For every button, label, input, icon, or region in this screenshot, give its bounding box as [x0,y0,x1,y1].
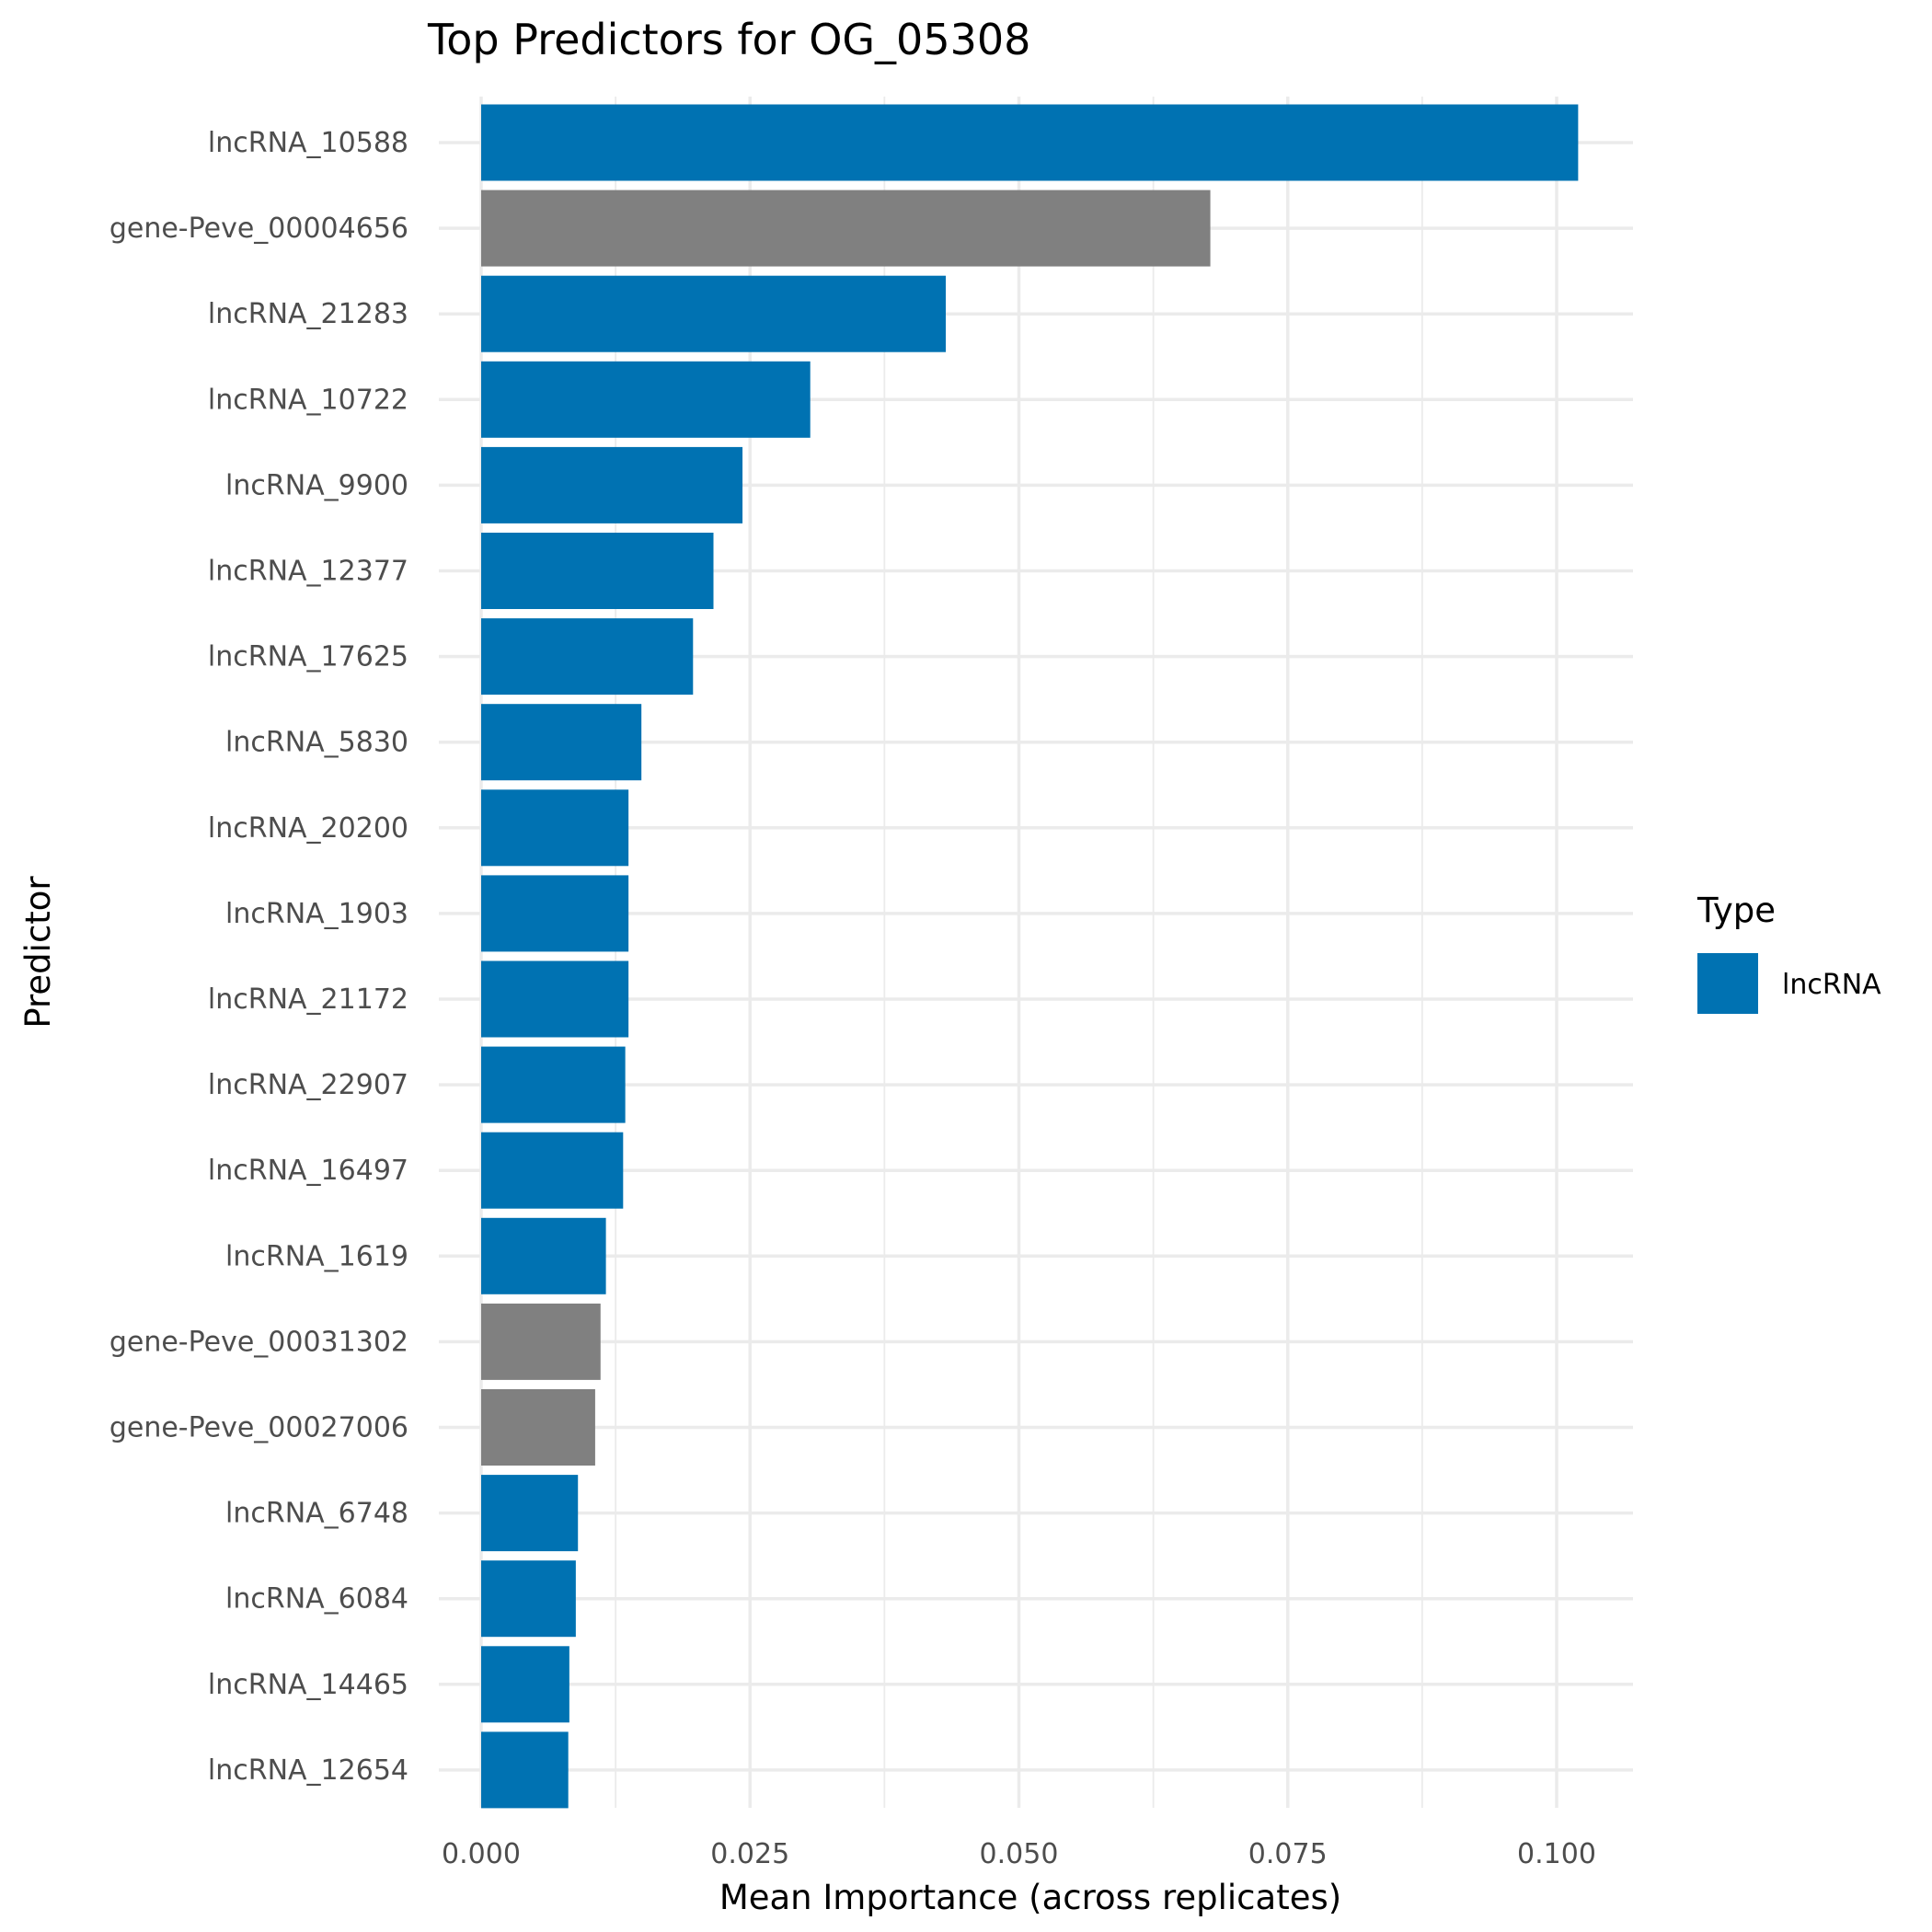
x-tick-label: 0.025 [710,1838,789,1870]
y-tick-label: gene-Peve_00027006 [109,1412,408,1444]
y-tick-label: lncRNA_1619 [225,1240,408,1272]
bar-lncRNA_20200 [481,789,629,867]
y-tick-label: lncRNA_14465 [208,1669,408,1701]
bar-gene-Peve_00031302 [481,1303,601,1380]
bar-lncRNA_21283 [481,275,947,352]
y-tick-label: lncRNA_9900 [225,469,408,501]
y-tick-label: lncRNA_17625 [208,641,408,673]
bar-lncRNA_6748 [481,1475,579,1552]
y-tick-label: lncRNA_10722 [208,384,408,416]
y-tick-label: gene-Peve_00004656 [109,213,408,245]
legend: Type lncRNA [1696,891,1881,1014]
y-tick-label: lncRNA_22907 [208,1069,408,1101]
bar-lncRNA_12654 [481,1731,569,1809]
y-tick-label: lncRNA_5830 [225,727,408,759]
bar-lncRNA_14465 [481,1646,569,1723]
bar-lncRNA_10588 [481,104,1579,181]
bar-lncRNA_17625 [481,618,694,696]
bar-lncRNA_12377 [481,533,714,609]
bar-lncRNA_16497 [481,1132,624,1209]
bar-lncRNA_6084 [481,1560,576,1638]
y-tick-label: lncRNA_16497 [208,1155,408,1187]
y-tick-label: lncRNA_6748 [225,1498,408,1530]
y-tick-labels: lncRNA_10588 gene-Peve_00004656 lncRNA_212… [109,127,408,1787]
legend-title: Type [1696,891,1776,930]
chart-title: Top Predictors for OG_05308 [427,15,1030,64]
bar-lncRNA_1903 [481,875,629,952]
x-tick-label: 0.000 [442,1838,521,1870]
y-tick-label: lncRNA_21283 [208,298,408,330]
bar-gene-Peve_00027006 [481,1389,595,1466]
legend-label-lncrna: lncRNA [1782,969,1881,1001]
bar-lncRNA_22907 [481,1046,626,1123]
bars [481,104,1579,1809]
y-tick-label: lncRNA_12654 [208,1754,408,1787]
x-tick-label: 0.050 [980,1838,1059,1870]
y-tick-label: lncRNA_10588 [208,127,408,159]
bar-lncRNA_10722 [481,361,811,438]
x-tick-label: 0.100 [1517,1838,1596,1870]
bar-lncRNA_1619 [481,1217,606,1294]
y-tick-label: gene-Peve_00031302 [109,1326,408,1358]
legend-key-lncrna [1697,953,1758,1014]
x-axis-title: Mean Importance (across replicates) [719,1878,1341,1917]
y-tick-label: lncRNA_12377 [208,556,408,588]
x-tick-labels: 0.000 0.025 0.050 0.075 0.100 [442,1838,1596,1870]
bar-gene-Peve_00004656 [481,190,1211,267]
grid [439,97,1633,1808]
y-tick-label: lncRNA_1903 [225,898,408,930]
y-tick-label: lncRNA_6084 [225,1583,408,1616]
y-axis-title: Predictor [18,876,58,1029]
bar-lncRNA_21172 [481,960,629,1038]
y-tick-label: lncRNA_20200 [208,812,408,845]
bar-lncRNA_5830 [481,704,642,781]
bar-lncRNA_9900 [481,446,743,523]
y-tick-label: lncRNA_21172 [208,983,408,1016]
x-tick-label: 0.075 [1248,1838,1328,1870]
